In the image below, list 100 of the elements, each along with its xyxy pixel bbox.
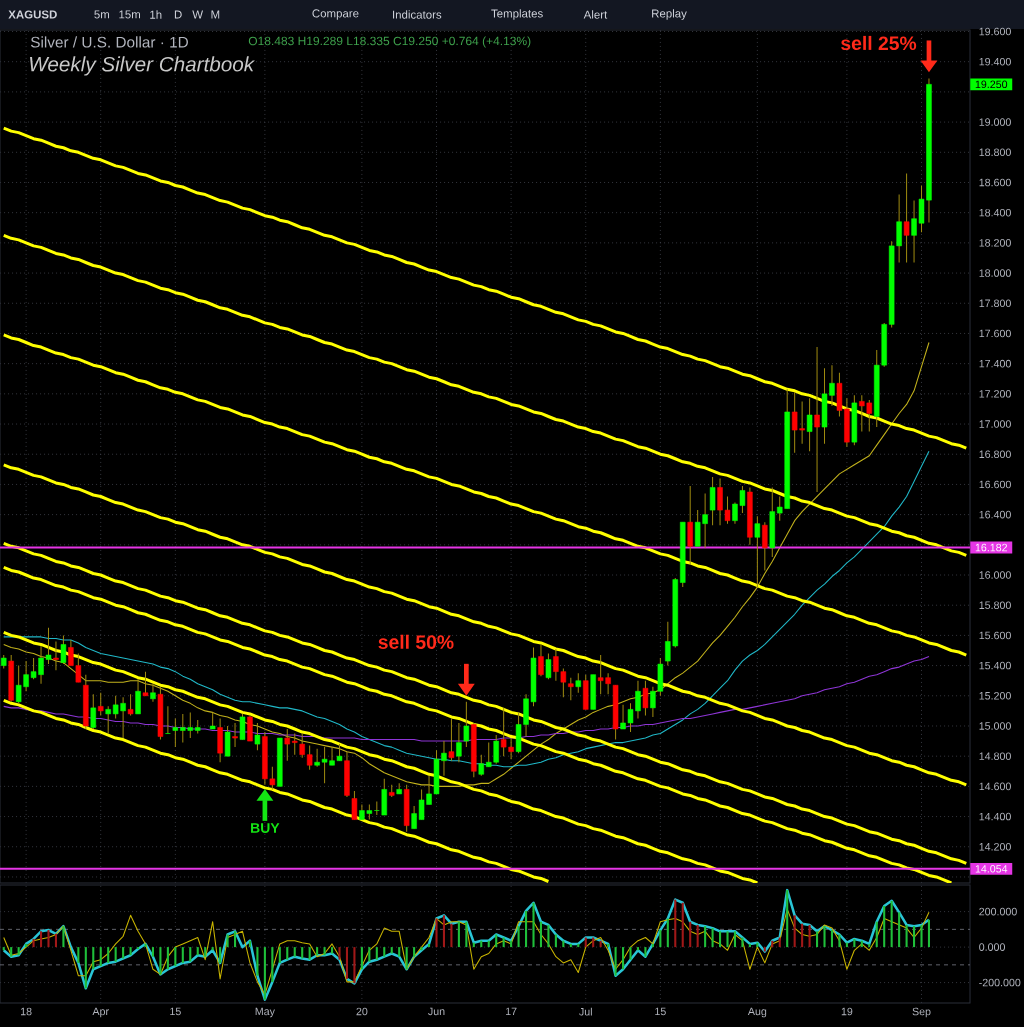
y-tick-label: 15.600 <box>979 631 1011 640</box>
bar <box>256 947 259 976</box>
bar <box>405 947 408 970</box>
candlestick <box>105 705 111 735</box>
text: 1h <box>150 10 162 19</box>
y-tick-label: 17.600 <box>979 329 1011 338</box>
candlestick <box>299 733 305 759</box>
bar <box>816 931 819 948</box>
candlestick <box>165 705 171 735</box>
candlestick <box>463 701 470 748</box>
text: M <box>211 10 220 19</box>
y-tick-label: 14.400 <box>979 812 1011 821</box>
bar <box>622 947 625 970</box>
text: 5m <box>94 10 110 19</box>
bar <box>763 947 766 952</box>
candlestick <box>150 683 156 703</box>
bar <box>913 926 916 948</box>
y-tick-label: 15.200 <box>979 692 1011 700</box>
y-tick-label: 200.000 <box>979 907 1017 916</box>
candlestick <box>142 671 149 697</box>
bar <box>248 940 252 948</box>
y-tick-label: 18.200 <box>979 239 1011 247</box>
candlestick <box>814 346 820 493</box>
bar <box>562 940 565 948</box>
y-tick-label: 16.000 <box>979 571 1011 579</box>
y-tick-label: 18.600 <box>979 178 1011 187</box>
bar <box>375 947 378 960</box>
x-tick-label: 18 <box>21 1007 32 1016</box>
y-tick-label: 16.600 <box>979 480 1011 489</box>
candlestick <box>903 172 910 263</box>
annotation: BUY <box>251 823 280 833</box>
bar <box>487 940 490 948</box>
bar <box>778 937 781 948</box>
x-tick-label: Apr <box>92 1007 109 1018</box>
bar <box>129 947 132 956</box>
x-tick-label: 17 <box>506 1007 517 1016</box>
bar <box>174 947 177 967</box>
bar <box>47 930 50 948</box>
chart-title: Silver / U.S. Dollar · 1D <box>30 36 188 48</box>
bar <box>510 940 513 948</box>
text: W <box>192 10 204 19</box>
bar <box>144 943 147 948</box>
candlestick <box>135 678 141 715</box>
bar <box>204 947 207 957</box>
bar <box>898 912 901 948</box>
bar <box>905 924 908 948</box>
y-tick-label: 19.600 <box>979 27 1011 36</box>
y-tick-label: -200.000 <box>979 978 1021 987</box>
candlestick <box>232 722 238 748</box>
bar <box>629 947 632 960</box>
candlestick <box>806 397 813 452</box>
x-tick-label: 15 <box>170 1007 181 1016</box>
x-tick-label: May <box>255 1007 275 1018</box>
bar <box>390 947 393 954</box>
text: 19.250 <box>975 80 1008 89</box>
bar <box>547 924 550 948</box>
bar <box>920 924 923 948</box>
bar <box>532 902 535 948</box>
bar <box>614 947 617 976</box>
y-tick-label: 19.000 <box>979 118 1011 126</box>
text: Alert <box>583 10 608 19</box>
candlestick <box>575 672 582 694</box>
candlestick <box>292 733 298 756</box>
annotation: sell 25% <box>841 35 917 51</box>
bar <box>353 947 356 984</box>
bar <box>114 947 117 962</box>
text: 15m <box>119 10 140 19</box>
text: XAGUSD <box>8 10 57 19</box>
y-tick-label: 17.400 <box>979 359 1011 368</box>
bar <box>681 902 684 948</box>
bar <box>181 947 184 963</box>
bar <box>17 947 20 956</box>
bar <box>733 931 737 948</box>
bar <box>338 947 341 960</box>
y-tick-label: 19.400 <box>979 57 1011 66</box>
text: Templates <box>491 9 543 20</box>
y-tick-label: 14.600 <box>979 782 1011 791</box>
candlestick <box>754 515 761 588</box>
bar <box>838 934 841 948</box>
candlestick <box>478 754 485 777</box>
text: D <box>174 10 182 19</box>
text: O18.483 H19.289 L18.335 C19.250 +0.764 (+4.13%) <box>248 36 531 48</box>
bar <box>592 937 595 948</box>
candlestick <box>60 634 67 665</box>
bar <box>793 915 796 948</box>
bar <box>263 947 266 1000</box>
x-tick-label: 19 <box>841 1007 853 1016</box>
x-tick-label: Sep <box>912 1007 931 1018</box>
bar <box>442 915 446 948</box>
candlestick <box>306 745 313 771</box>
bar <box>189 947 192 962</box>
bar <box>719 931 722 948</box>
bar <box>726 931 729 948</box>
bar <box>92 947 95 970</box>
text: Replay <box>652 9 687 20</box>
y-tick-label: 16.800 <box>979 450 1011 459</box>
candlestick <box>456 722 462 763</box>
bar <box>890 900 893 948</box>
candlestick <box>538 643 544 677</box>
candlestick <box>545 653 552 680</box>
